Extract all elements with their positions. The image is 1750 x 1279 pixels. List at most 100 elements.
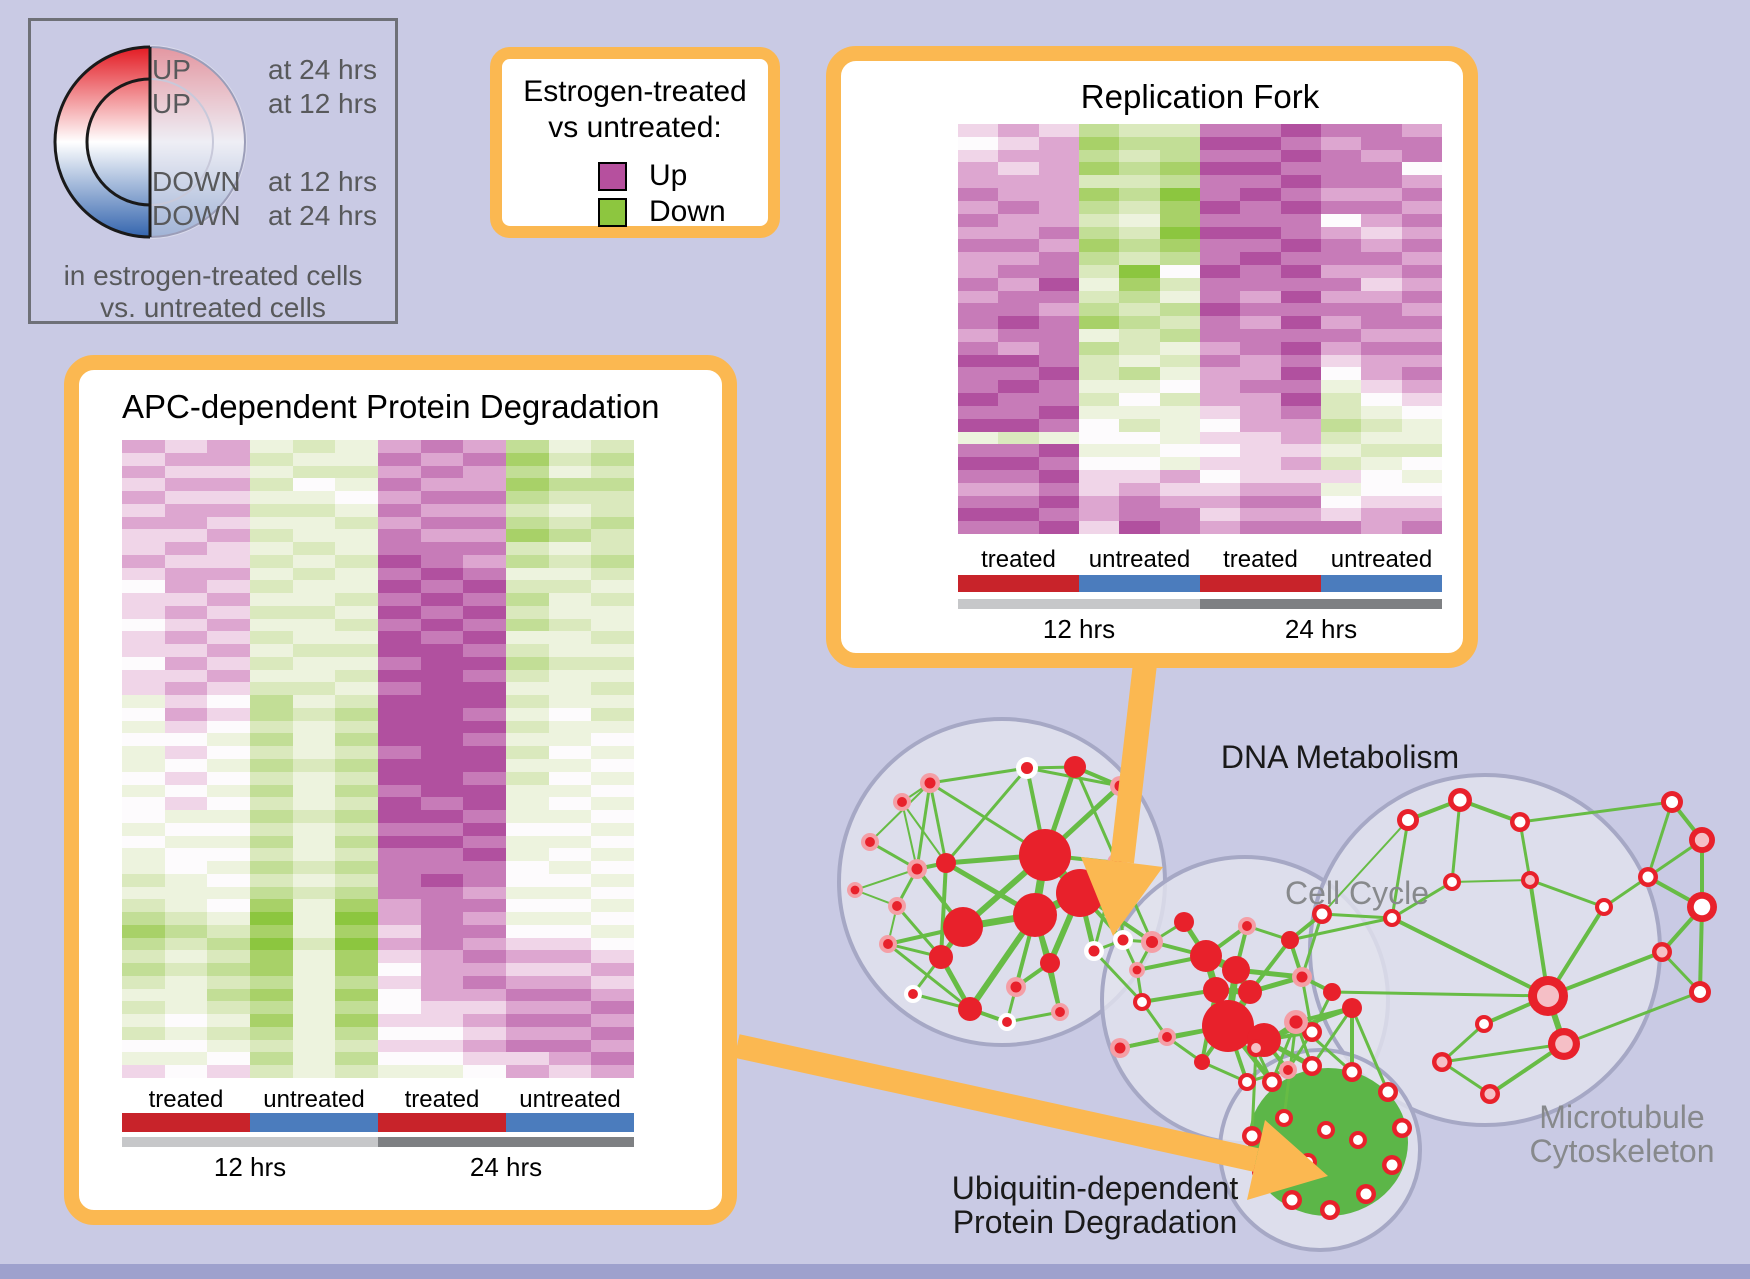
heatmap-cell [207,797,250,811]
heatmap-cell [1280,175,1321,189]
heatmap-cell [591,695,634,708]
heatmap-cell [1159,188,1200,201]
heatmap-cell [292,644,336,657]
heatmap-cell [1119,418,1160,432]
condition-label: treated [1223,546,1298,573]
network-edge [1310,1007,1354,1067]
heatmap-cell [1280,226,1321,240]
heatmap-cell [207,950,250,964]
heatmap-cell [1159,354,1200,368]
network-node-core [1436,1056,1448,1068]
heatmap-cell [1361,290,1402,304]
heatmap-cell [463,618,506,632]
heatmap-cell [250,491,293,504]
heatmap-cell [250,465,293,479]
heatmap-cell [207,644,250,657]
heatmap-cell [164,478,208,492]
heatmap-cell [506,975,549,989]
heatmap-cell [1078,431,1120,445]
heatmap-cell [335,861,378,874]
heatmap-cell [958,354,999,368]
heatmap-cell [506,1014,549,1027]
heatmap-cell [1401,482,1442,496]
heatmap-cell [250,759,293,772]
heatmap-cell [250,1001,293,1015]
heatmap-cell [548,605,592,619]
heatmap-cell [378,1001,421,1015]
heatmap-cell [1240,431,1281,445]
heatmap-cell [420,937,464,951]
heatmap-cell [164,988,208,1002]
network-edge [929,766,1028,785]
ring-row-up-24-time: at 24 hrs [268,54,377,85]
heatmap-cell [378,797,421,811]
heatmap-cell [1320,341,1362,355]
heatmap-cell [463,554,506,568]
heatmap-cell [1078,341,1120,355]
heatmap-cell [1078,264,1120,278]
heatmap-cell [591,963,634,976]
heatmap-cell [1401,521,1442,534]
heatmap-cell [164,797,208,811]
heatmap-cell [335,848,378,862]
heatmap-cell [250,580,293,594]
heatmap-cell [463,988,506,1002]
heatmap-cell [1361,444,1402,458]
heatmap-cell [122,542,165,555]
heatmap-cell [1280,354,1321,368]
heatmap-cell [506,593,549,606]
time-label: 24 hrs [469,1152,543,1182]
network-node-core [1555,1035,1573,1053]
heatmap-cell [1320,380,1362,394]
heatmap-cell [506,733,549,747]
heatmap-cell [1240,495,1281,509]
heatmap-cell [1119,393,1160,406]
heatmap-cell [207,452,250,466]
heatmap-cell [958,341,999,355]
network-node-core [1242,921,1252,931]
heatmap-cell [378,975,421,989]
condition-label: untreated [519,1086,621,1113]
heatmap-cell [1280,418,1321,432]
network-edge [1646,801,1674,878]
heatmap-cell [207,886,250,900]
heatmap-cell [207,567,250,581]
heatmap-cell [207,669,250,683]
heatmap-cell [378,810,421,823]
time-group-bar [958,599,1200,609]
heatmap-cell [548,1039,592,1053]
network-node-core [1283,1065,1293,1075]
heatmap-cell [122,822,165,836]
heatmap-cell [463,937,506,951]
heatmap-cell [164,631,208,645]
heatmap-cell [378,759,421,772]
heatmap-cell [1159,264,1200,278]
heatmap-cell [506,988,549,1002]
heatmap-cell [292,950,336,964]
network-node [1222,956,1250,984]
heatmap-cell [1199,405,1241,419]
heatmap-cell [1280,508,1321,522]
heatmap-cell [1320,431,1362,445]
heatmap-cell [591,605,634,619]
heatmap-cell [122,669,165,683]
heatmap-cell [463,707,506,721]
heatmap-cell [463,784,506,798]
heatmap-cell [335,988,378,1002]
heatmap-cell [207,975,250,989]
heatmap-cell [420,848,464,862]
heatmap-cell [548,682,592,696]
heatmap-cell [420,707,464,721]
heatmap-cell [1401,431,1442,445]
heatmap-cell [1078,329,1120,342]
heatmap-cell [378,1052,421,1066]
heatmap-cell [207,810,250,823]
network-edge [1321,912,1393,920]
heatmap-cell [591,975,634,989]
heatmap-cell [420,440,464,453]
heatmap-cell [998,431,1039,445]
up-legend-label: Up [649,159,688,192]
network-node-core [1114,1042,1126,1054]
heatmap-cell [591,707,634,721]
heatmap-cell [164,873,208,887]
